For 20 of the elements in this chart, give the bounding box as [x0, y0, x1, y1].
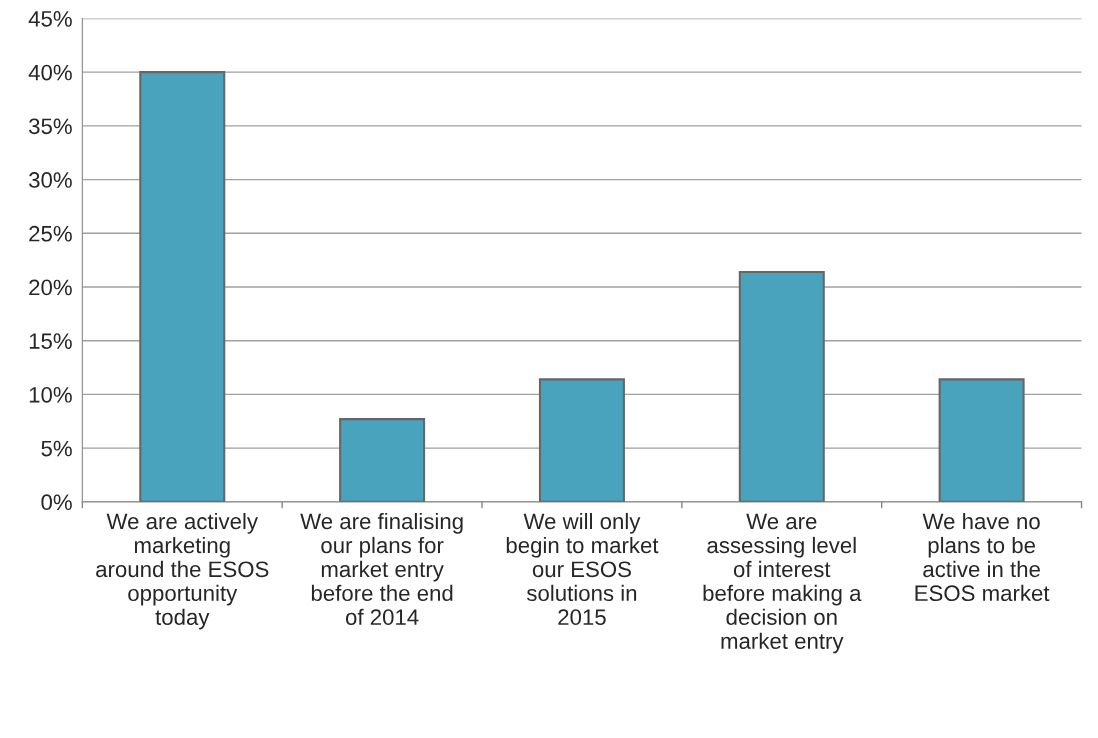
- y-tick-label: 20%: [29, 279, 72, 296]
- bar: [738, 270, 825, 502]
- y-tick-label: 25%: [29, 225, 72, 242]
- x-tick-label: We are assessing level of interest before making a decision on market entry: [703, 513, 862, 654]
- x-tick-label: We have no plans to be active in the ESOS market: [915, 512, 1050, 602]
- x-tick-label: We will only begin to market our ESOS solutions in 2015: [506, 512, 659, 626]
- y-tick-label: 10%: [29, 386, 72, 403]
- bar: [139, 71, 226, 502]
- y-tick-label: 5%: [41, 440, 72, 457]
- y-tick-label: 45%: [28, 11, 72, 27]
- y-tick-label: 35%: [29, 118, 72, 135]
- x-tick-label: We are actively marketing around the ESOS opportunity today: [96, 512, 269, 630]
- y-tick-label: 30%: [29, 172, 72, 188]
- x-tick-label: We are finalising our plans for market entry before the end of 2014: [300, 512, 463, 626]
- bar: [339, 418, 426, 502]
- y-tick-label: 0%: [41, 494, 72, 511]
- y-tick-label: 40%: [28, 64, 72, 81]
- bar: [938, 378, 1025, 502]
- y-tick-label: 15%: [29, 333, 72, 349]
- bar: [538, 378, 625, 502]
